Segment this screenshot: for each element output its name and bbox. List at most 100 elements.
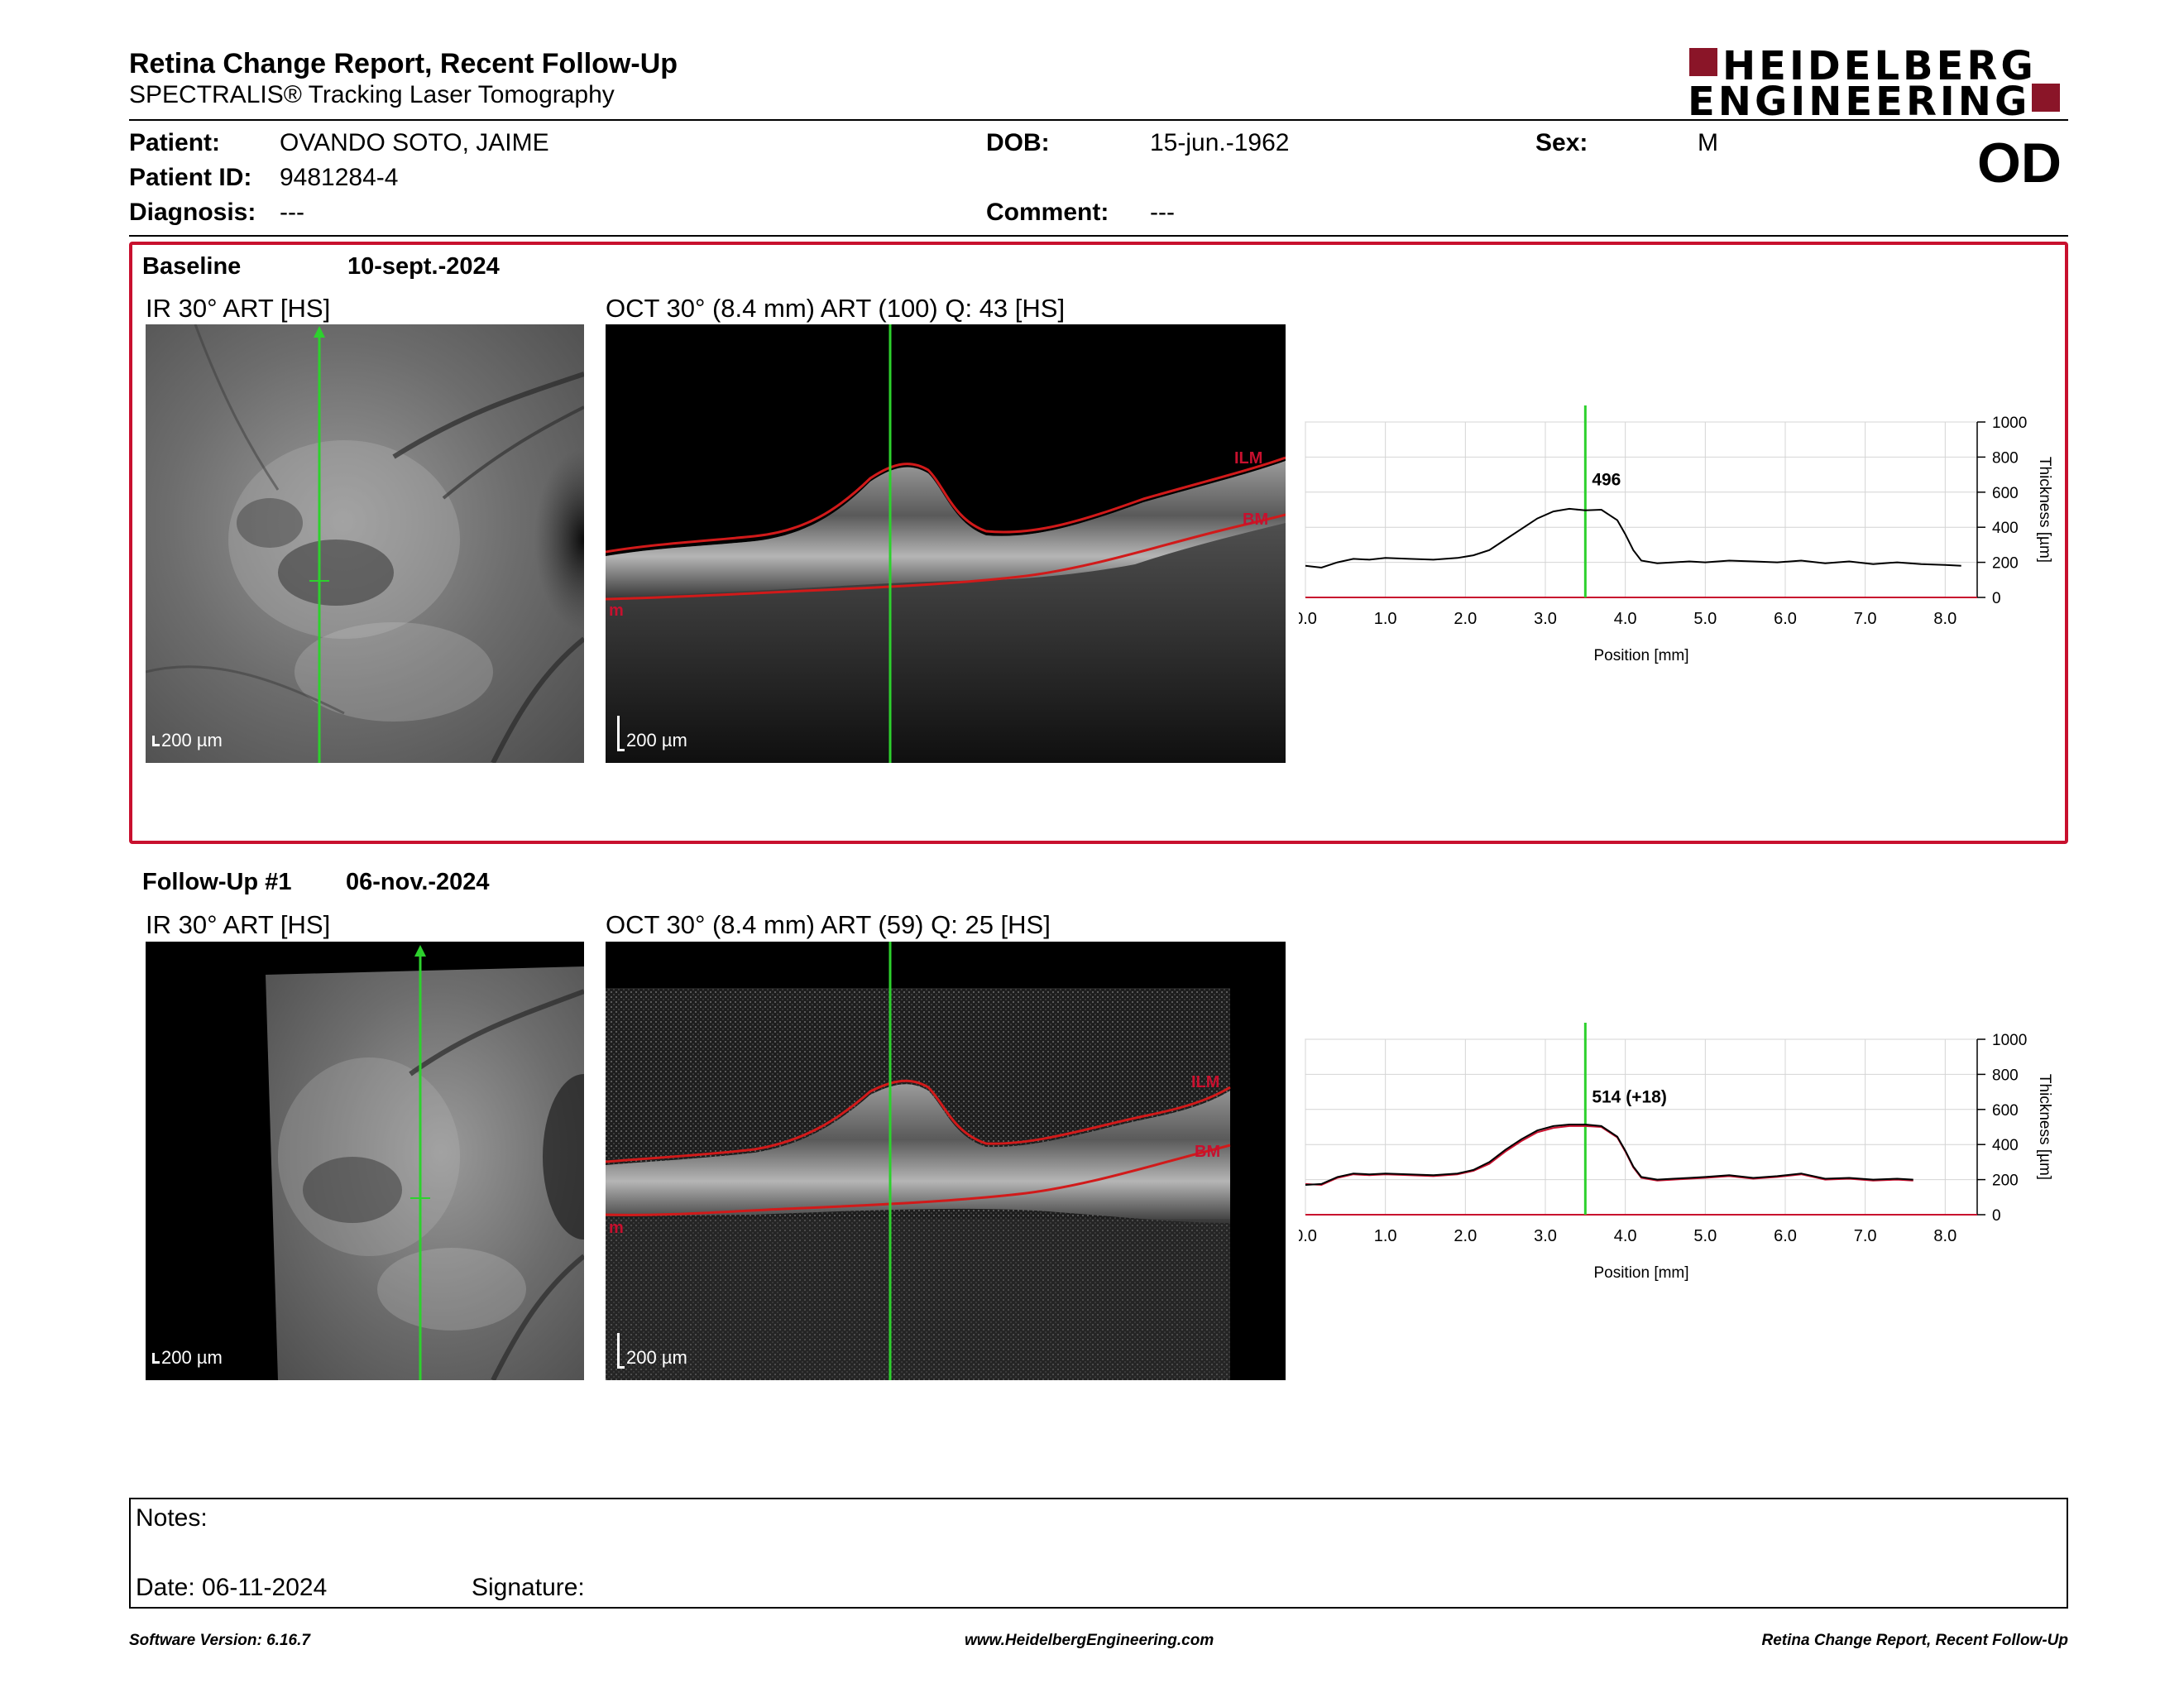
dob-value: 15-jun.-1962	[1150, 129, 1290, 156]
patient-id-label: Patient ID:	[129, 164, 252, 191]
scale-bar-icon	[617, 716, 625, 751]
followup-oct-scale: 200 µm	[617, 1333, 687, 1369]
report-subtitle: SPECTRALIS® Tracking Laser Tomography	[129, 81, 615, 108]
baseline-ir-title: IR 30° ART [HS]	[146, 294, 331, 323]
y-axis-label: Thickness [µm]	[2036, 457, 2053, 563]
x-tick-label: 6.0	[1774, 1227, 1797, 1245]
x-tick-label: 1.0	[1374, 1227, 1397, 1245]
followup-ilm-label: ILM	[1191, 1073, 1219, 1091]
thickness-series-line-0	[1305, 507, 1961, 569]
baseline-left-label: m	[609, 602, 624, 620]
y-tick-label: 800	[1992, 449, 2019, 467]
notes-signature: Signature:	[472, 1574, 585, 1601]
followup-oct-title: OCT 30° (8.4 mm) ART (59) Q: 25 [HS]	[606, 910, 1051, 939]
x-axis-label: Position [mm]	[1593, 1264, 1688, 1282]
y-tick-label: 1000	[1992, 1032, 2027, 1049]
x-tick-label: 7.0	[1854, 610, 1877, 628]
y-tick-label: 400	[1992, 1137, 2019, 1154]
x-axis-label: Position [mm]	[1593, 647, 1688, 664]
notes-date: Date: 06-11-2024	[136, 1574, 328, 1601]
y-axis-label: Thickness [µm]	[2036, 1074, 2053, 1180]
logo-mark-top	[1689, 48, 1717, 76]
followup-thickness-chart: 0.0 1.0 2.0 3.0 4.0 5.0 6.0 7.0 8.0 0 200 400 600 800…	[1299, 1023, 2053, 1282]
eye-indicator: OD	[1977, 132, 2062, 194]
x-tick-label: 7.0	[1854, 1227, 1877, 1245]
baseline-ir-image[interactable]: 200 µm	[146, 324, 584, 763]
x-tick-label: 3.0	[1534, 1227, 1557, 1245]
baseline-oct-scale-text: 200 µm	[626, 730, 687, 750]
y-tick-label: 400	[1992, 520, 2019, 537]
x-tick-label: 4.0	[1614, 610, 1637, 628]
logo-line2: ENGINEERING	[1688, 79, 2031, 125]
diagnosis-label: Diagnosis:	[129, 199, 256, 226]
notes-label: Notes:	[136, 1504, 208, 1532]
baseline-thickness-chart: 0.0 1.0 2.0 3.0 4.0 5.0 6.0 7.0 8.0 0 200 400 600 800…	[1299, 405, 2053, 664]
chart-plot-area	[1305, 421, 1978, 598]
footer-software-version: Software Version: 6.16.7	[129, 1632, 310, 1649]
y-tick-label: 600	[1992, 1102, 2019, 1120]
patient-name: OVANDO SOTO, JAIME	[280, 129, 549, 156]
logo-mark-bottom	[2032, 84, 2060, 112]
followup-date: 06-nov.-2024	[346, 869, 490, 895]
followup-bm-label: BM	[1195, 1143, 1220, 1161]
y-tick-label: 800	[1992, 1067, 2019, 1084]
comment-label: Comment:	[986, 199, 1109, 226]
followup-oct-scale-text: 200 µm	[626, 1347, 687, 1368]
baseline-oct-title: OCT 30° (8.4 mm) ART (100) Q: 43 [HS]	[606, 294, 1066, 323]
baseline-oct-bscan[interactable]: ILM BM m 200 µm	[606, 324, 1286, 763]
followup-ir-scale-text: 200 µm	[161, 1347, 223, 1368]
x-tick-label: 2.0	[1454, 610, 1477, 628]
x-tick-label: 3.0	[1534, 610, 1557, 628]
chart-plot-area	[1305, 1038, 1978, 1216]
patient-name-label: Patient:	[129, 129, 221, 156]
x-tick-label: 0.0	[1299, 610, 1317, 628]
baseline-bm-label: BM	[1243, 511, 1268, 529]
x-tick-label: 8.0	[1933, 610, 1956, 628]
x-tick-label: 0.0	[1299, 1227, 1317, 1245]
cursor-value-label: 514 (+18)	[1592, 1087, 1666, 1106]
baseline-oct-scan-graphic: ILM BM m	[606, 324, 1286, 763]
y-tick-label: 600	[1992, 485, 2019, 502]
followup-oct-bscan[interactable]: ILM BM m 200 µm	[606, 942, 1286, 1380]
followup-oct-scan-graphic: ILM BM m	[606, 942, 1231, 1380]
baseline-ilm-label: ILM	[1234, 449, 1262, 468]
thickness-series-line-1	[1305, 1124, 1913, 1186]
followup-ir-fundus	[266, 945, 584, 1380]
baseline-frame	[129, 242, 2068, 844]
y-tick-label: 200	[1992, 1172, 2019, 1190]
baseline-ir-fundus	[146, 324, 584, 763]
x-tick-label: 2.0	[1454, 1227, 1477, 1245]
followup-ir-image[interactable]: 200 µm	[146, 942, 584, 1380]
followup-label: Follow-Up #1	[142, 869, 292, 895]
x-tick-label: 6.0	[1774, 610, 1797, 628]
report-title: Retina Change Report, Recent Follow-Up	[129, 48, 678, 79]
logo-line1: HEIDELBERG	[1722, 43, 2037, 89]
y-tick-label: 1000	[1992, 415, 2027, 432]
x-tick-label: 5.0	[1693, 610, 1717, 628]
x-tick-label: 8.0	[1933, 1227, 1956, 1245]
x-tick-label: 1.0	[1374, 610, 1397, 628]
x-tick-label: 4.0	[1614, 1227, 1637, 1245]
x-tick-label: 5.0	[1693, 1227, 1717, 1245]
notes-box[interactable]: Notes: Date: 06-11-2024 Signature:	[129, 1498, 2068, 1609]
baseline-ir-scale: 200 µm	[152, 730, 223, 751]
sex-value: M	[1698, 129, 1718, 156]
y-tick-label: 200	[1992, 555, 2019, 573]
comment-value: ---	[1150, 199, 1175, 226]
followup-ir-scale: 200 µm	[152, 1347, 223, 1369]
baseline-ir-scale-text: 200 µm	[161, 730, 223, 750]
followup-left-label: m	[609, 1219, 624, 1237]
cursor-value-label: 496	[1592, 470, 1621, 489]
y-tick-label: 0	[1992, 1207, 2001, 1225]
baseline-date: 10-sept.-2024	[347, 253, 500, 280]
patient-id: 9481284-4	[280, 164, 399, 191]
followup-ir-title: IR 30° ART [HS]	[146, 910, 331, 939]
scale-bar-icon	[152, 736, 160, 746]
y-tick-label: 0	[1992, 590, 2001, 607]
scale-bar-icon	[152, 1353, 160, 1364]
patient-rule	[129, 235, 2068, 237]
scale-bar-icon	[617, 1333, 625, 1369]
baseline-label: Baseline	[142, 253, 242, 280]
footer-website[interactable]: www.HeidelbergEngineering.com	[965, 1632, 1214, 1649]
sex-label: Sex:	[1535, 129, 1588, 156]
